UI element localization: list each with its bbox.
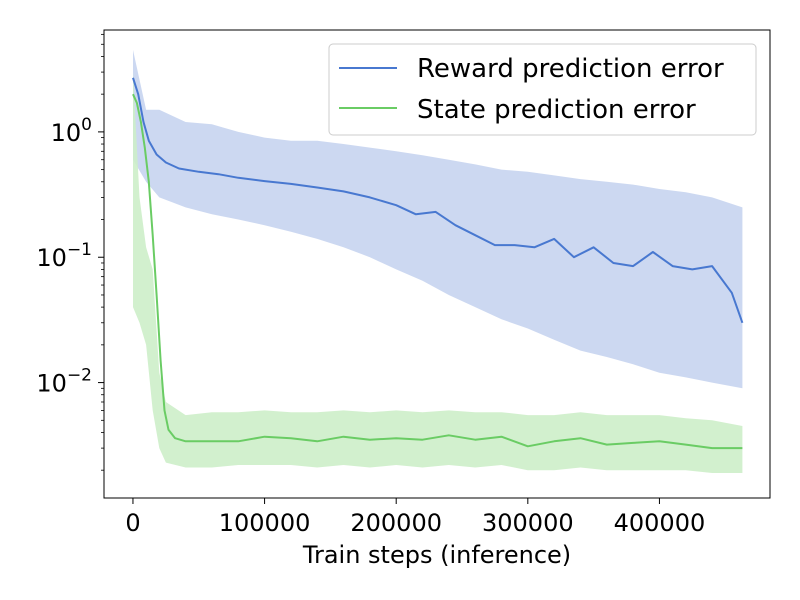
series-1-raw-band [133,72,743,473]
series-0-line [132,77,744,324]
x-tick-label: 100000 [219,509,311,537]
legend: Reward prediction error State prediction… [328,43,757,136]
x-axis: 0 100000 200000 300000 400000 [125,498,705,537]
x-tick-label: 400000 [614,509,706,537]
x-tick-label: 300000 [482,509,574,537]
x-axis-label: Train steps (inference) [302,541,571,569]
y-axis: 100 10−1 10−2 [36,33,104,471]
y-tick-label: 100 [51,115,92,147]
legend-label-reward: Reward prediction error [417,54,724,84]
legend-frame [328,43,757,136]
y-tick-label: 10−2 [36,366,92,398]
series-1-line [132,93,743,450]
x-tick-label: 0 [125,509,140,537]
legend-label-state: State prediction error [417,95,696,125]
y-tick-label: 10−1 [36,240,92,272]
plot-frame [103,29,771,499]
series-0-raw-band [133,50,743,389]
x-tick-label: 200000 [350,509,442,537]
plot-area [132,50,744,473]
